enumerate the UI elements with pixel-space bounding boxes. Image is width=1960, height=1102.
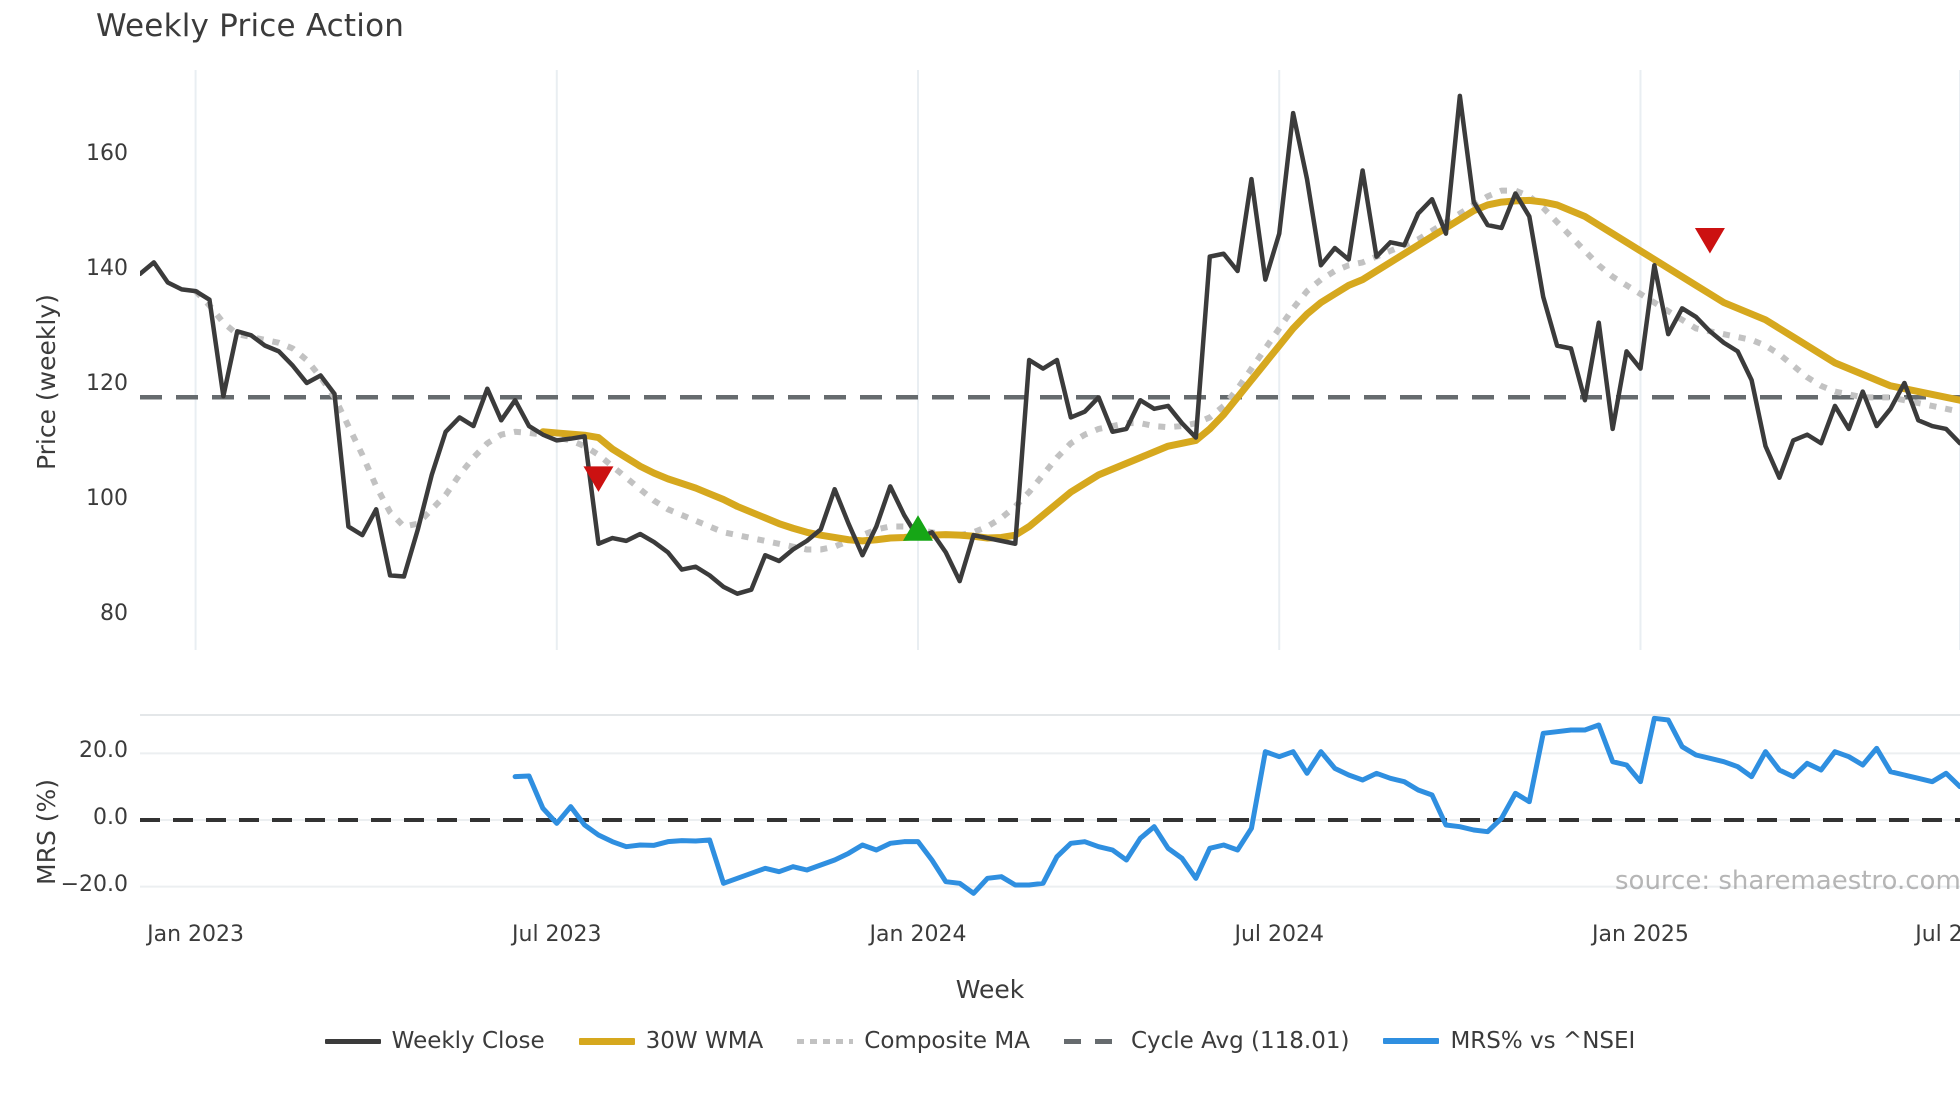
wma-30w-line	[539, 196, 1960, 545]
source-watermark: source: sharemaestro.com	[1615, 866, 1960, 896]
legend-label: Weekly Close	[391, 1028, 545, 1054]
legend-swatch-icon	[578, 1037, 635, 1045]
legend-swatch-icon	[1063, 1038, 1120, 1044]
price-ytick-label: 100	[86, 485, 128, 511]
legend-label: Composite MA	[864, 1028, 1030, 1054]
legend-swatch-icon	[1383, 1038, 1440, 1044]
legend-swatch-icon	[797, 1038, 854, 1044]
x-tick-label: Jan 2025	[1592, 922, 1689, 947]
price-ytick-label: 80	[100, 600, 128, 626]
legend-item[interactable]: MRS% vs ^NSEI	[1383, 1028, 1635, 1054]
mrs-ytick-label: 20.0	[79, 738, 128, 764]
chart-legend: Weekly Close 30W WMA Composite MA Cycle Avg…	[0, 1028, 1960, 1054]
legend-label: MRS% vs ^NSEI	[1450, 1028, 1636, 1054]
x-axis-label: Week	[955, 975, 1025, 1004]
x-tick-label: Jul 2023	[512, 922, 602, 947]
sell-signal-marker	[583, 466, 614, 492]
price-ytick-label: 160	[86, 141, 128, 167]
price-ytick-label: 140	[86, 255, 128, 281]
mrs-ytick-label: 0.0	[93, 805, 128, 830]
mrs-panel	[140, 714, 1960, 896]
buy-signal-marker	[903, 515, 934, 541]
legend-item[interactable]: Composite MA	[797, 1028, 1030, 1054]
x-tick-label: Jul 2025	[1915, 922, 1960, 947]
legend-item[interactable]: Cycle Avg (118.01)	[1063, 1028, 1350, 1054]
mrs-axis-label: MRS (%)	[32, 778, 61, 885]
price-panel	[140, 70, 1960, 650]
sell-signal-marker	[1694, 228, 1725, 254]
price-ytick-label: 120	[86, 370, 128, 396]
legend-label: 30W WMA	[645, 1028, 764, 1054]
price-axis-label: Price (weekly)	[32, 294, 61, 470]
x-tick-label: Jan 2024	[869, 922, 967, 947]
composite-ma-line	[193, 187, 1960, 553]
mrs-line	[512, 715, 1960, 896]
legend-item[interactable]: Weekly Close	[324, 1028, 545, 1054]
legend-swatch-icon	[324, 1038, 381, 1044]
mrs-ytick-label: −20.0	[60, 871, 128, 897]
page-title: Weekly Price Action	[96, 8, 405, 44]
x-tick-label: Jan 2023	[147, 922, 245, 947]
weekly-close-line	[140, 93, 1960, 596]
legend-label: Cycle Avg (118.01)	[1130, 1028, 1350, 1054]
legend-item[interactable]: 30W WMA	[578, 1028, 764, 1054]
x-tick-label: Jul 2024	[1234, 922, 1324, 947]
